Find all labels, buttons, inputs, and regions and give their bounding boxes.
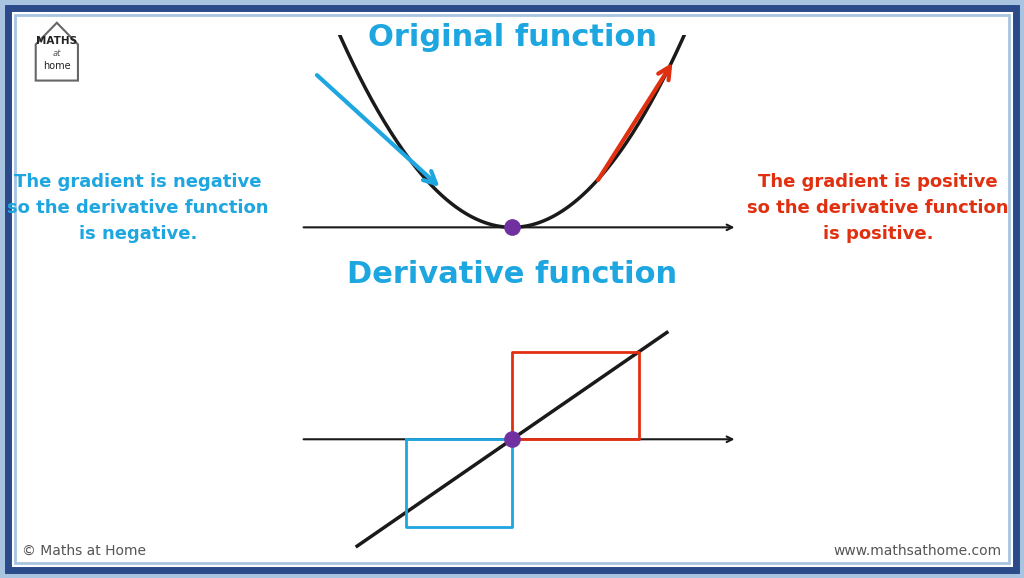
Text: The gradient is negative
so the derivative function
is negative.: The gradient is negative so the derivati… xyxy=(7,173,268,243)
Text: home: home xyxy=(43,61,71,71)
Polygon shape xyxy=(36,23,78,80)
Text: Original function: Original function xyxy=(368,23,656,52)
Text: at: at xyxy=(52,49,61,58)
Text: Derivative function: Derivative function xyxy=(347,260,677,289)
Text: MATHS: MATHS xyxy=(36,36,78,46)
Text: The gradient is positive
so the derivative function
is positive.: The gradient is positive so the derivati… xyxy=(748,173,1009,243)
Text: www.mathsathome.com: www.mathsathome.com xyxy=(834,544,1002,558)
Text: © Maths at Home: © Maths at Home xyxy=(22,544,146,558)
